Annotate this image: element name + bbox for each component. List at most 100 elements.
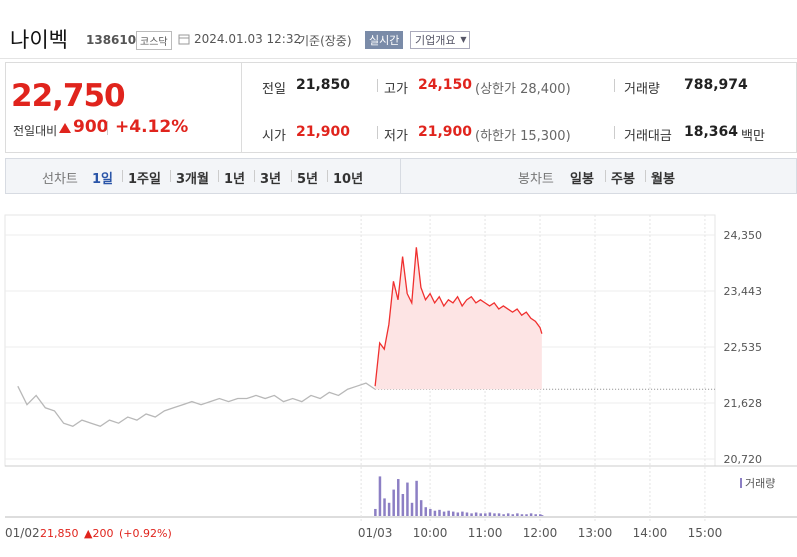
stat-value: 21,900 — [418, 124, 473, 140]
volume-bar — [424, 507, 428, 516]
volume-bar — [488, 512, 492, 516]
legend-swatch — [740, 478, 742, 488]
volume-bar — [534, 514, 537, 516]
y-tick-label: 21,628 — [724, 397, 763, 410]
volume-bar — [397, 479, 400, 516]
prev-close: 21,850 — [40, 527, 79, 540]
stat-unit: 백만 — [741, 129, 765, 144]
company-button-label: 기업개요 — [415, 34, 456, 47]
tab-sep — [122, 170, 123, 182]
volume-bar — [374, 508, 377, 516]
tab-sep — [645, 170, 646, 182]
divider — [0, 58, 797, 59]
volume-bar — [456, 512, 460, 516]
volume-bar — [520, 514, 524, 516]
quote-divider — [241, 63, 242, 152]
stock-code: 138610 — [86, 33, 137, 47]
up-triangle — [59, 123, 71, 133]
market-badge: 코스닥 — [136, 31, 172, 50]
price-line — [17, 382, 376, 428]
calendar-icon — [178, 34, 190, 45]
volume-bar — [429, 508, 432, 516]
tab-item[interactable]: 주봉 — [611, 172, 635, 187]
tab-sep — [218, 170, 219, 182]
volume-bar — [392, 489, 395, 516]
volume-bar — [502, 514, 505, 516]
tab-item[interactable]: 5년 — [297, 172, 319, 187]
prev-change: ▲200 — [84, 527, 113, 540]
volume-bar — [497, 513, 501, 516]
tab-item[interactable]: 일봉 — [570, 172, 594, 187]
realtime-button[interactable]: 실시간 — [365, 31, 404, 49]
stat-label: 저가 — [384, 129, 408, 144]
x-tick-label: 11:00 — [468, 526, 503, 540]
tab-sep — [254, 170, 255, 182]
tab-divider — [400, 159, 401, 193]
volume-bar — [511, 514, 515, 516]
legend-label: 거래량 — [745, 477, 775, 490]
x-tick-label: 14:00 — [633, 526, 668, 540]
volume-bar — [465, 512, 469, 516]
tab-sep — [291, 170, 292, 182]
volume-bar — [474, 512, 478, 516]
tab-label: 봉차트 — [518, 172, 554, 187]
change: 900 — [73, 117, 109, 137]
price-line — [374, 247, 543, 387]
tab-item[interactable]: 1년 — [224, 172, 246, 187]
volume-bar — [419, 500, 423, 516]
volume-bar — [529, 513, 533, 516]
stat-sub: (하한가 15,300) — [475, 129, 571, 144]
volume-bar — [438, 509, 441, 516]
stock-name: 나이벡 — [10, 28, 68, 52]
tab-item[interactable]: 3개월 — [176, 172, 209, 187]
stat-value: 18,364 — [684, 124, 739, 140]
volume-bar — [406, 482, 409, 516]
volume-bar — [387, 502, 391, 516]
company-button[interactable]: 기업개요 ▼ — [410, 31, 471, 49]
stat-label: 고가 — [384, 82, 408, 97]
tab-item[interactable]: 3년 — [260, 172, 282, 187]
volume-bar — [539, 514, 542, 516]
volume-bar — [442, 511, 446, 516]
sep — [107, 121, 108, 135]
x-tick-label: 12:00 — [523, 526, 558, 540]
volume-bar — [401, 494, 405, 516]
tab-sep — [327, 170, 328, 182]
stat-sub: (상한가 28,400) — [475, 82, 571, 97]
volume-bar — [479, 513, 482, 516]
volume-bar — [451, 511, 455, 516]
volume-bar — [410, 502, 414, 516]
stat-sep — [614, 126, 615, 139]
plot-frame — [4, 214, 716, 467]
y-tick-label: 22,535 — [724, 341, 763, 354]
stat-sep — [614, 79, 615, 92]
x-tick-label: 01/02 — [5, 526, 40, 540]
x-tick-label: 01/03 — [358, 526, 393, 540]
stat-sep — [377, 79, 378, 92]
tab-item[interactable]: 1주일 — [128, 172, 161, 187]
stat-label: 시가 — [262, 129, 286, 144]
tab-item[interactable]: 월봉 — [651, 172, 675, 187]
volume-bar — [461, 511, 464, 516]
change-label: 전일대비 — [13, 124, 58, 138]
stat-sep — [377, 126, 378, 139]
volume-bar — [470, 513, 473, 516]
stat-value: 21,850 — [296, 77, 351, 93]
tab-bar — [5, 158, 797, 194]
tab-item[interactable]: 1일 — [92, 172, 114, 187]
volume-bar — [378, 476, 382, 516]
volume-bar — [415, 480, 418, 516]
y-tick-label: 20,720 — [724, 453, 763, 466]
stat-value: 24,150 — [418, 77, 473, 93]
volume-bar — [383, 498, 386, 516]
x-tick-label: 10:00 — [413, 526, 448, 540]
tab-item[interactable]: 10년 — [333, 172, 364, 187]
y-tick-label: 23,443 — [724, 285, 763, 298]
volume-bar — [484, 513, 487, 516]
y-tick-label: 24,350 — [724, 229, 763, 242]
status: 기준(장중) — [298, 34, 352, 48]
volume-bar — [540, 515, 544, 516]
prev-rate: (+0.92%) — [119, 527, 172, 540]
stat-label: 거래대금 — [624, 129, 672, 144]
